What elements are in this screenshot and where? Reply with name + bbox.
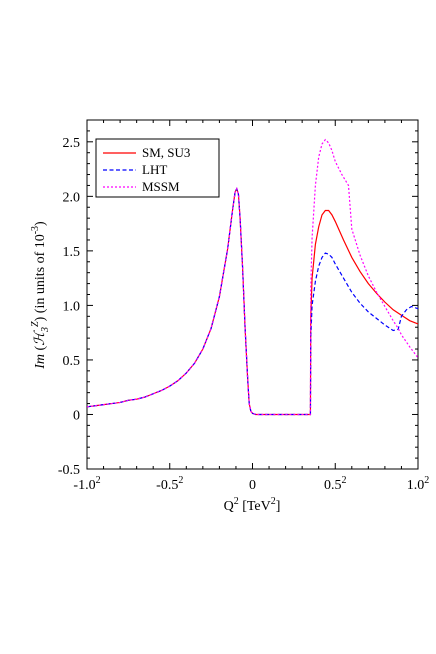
x-axis-title: Q2 [TeV2]: [224, 496, 281, 514]
y-tick-label: 1.5: [63, 245, 81, 260]
y-tick-label: -0.5: [58, 463, 80, 478]
series-line-sm-su3: [86, 187, 419, 416]
x-tick-label: -0.52: [156, 475, 183, 493]
series-line-lht: [86, 187, 419, 416]
x-tick-label: -1.02: [73, 475, 100, 493]
y-tick-label: 2.5: [63, 136, 81, 151]
y-tick-label: 1.0: [63, 299, 81, 314]
ticks-layer: -1.02 -0.52 0 0.52 1.02 -0.5 0 0.5 1.0 1.5 2.0 2.5: [58, 120, 429, 493]
y-tick-label: 0: [73, 408, 80, 423]
series-line-mssm: [86, 138, 419, 416]
x-tick-label: 1.02: [407, 475, 430, 493]
x-tick-label: 0.52: [324, 475, 347, 493]
legend-label-lht: LHT: [142, 162, 167, 177]
legend: SM, SU3 LHT MSSM: [95, 138, 220, 198]
legend-box: [95, 138, 220, 198]
legend-label-sm-su3: SM, SU3: [142, 145, 190, 160]
y-tick-label: 0.5: [63, 354, 81, 369]
x-tick-label: 0: [249, 478, 256, 493]
y-tick-label: 2.0: [63, 190, 81, 205]
y-axis-title: Im (ℋ3Z) (in units of 10-3): [30, 221, 51, 370]
legend-label-mssm: MSSM: [142, 179, 180, 194]
curves-layer: [86, 138, 419, 416]
